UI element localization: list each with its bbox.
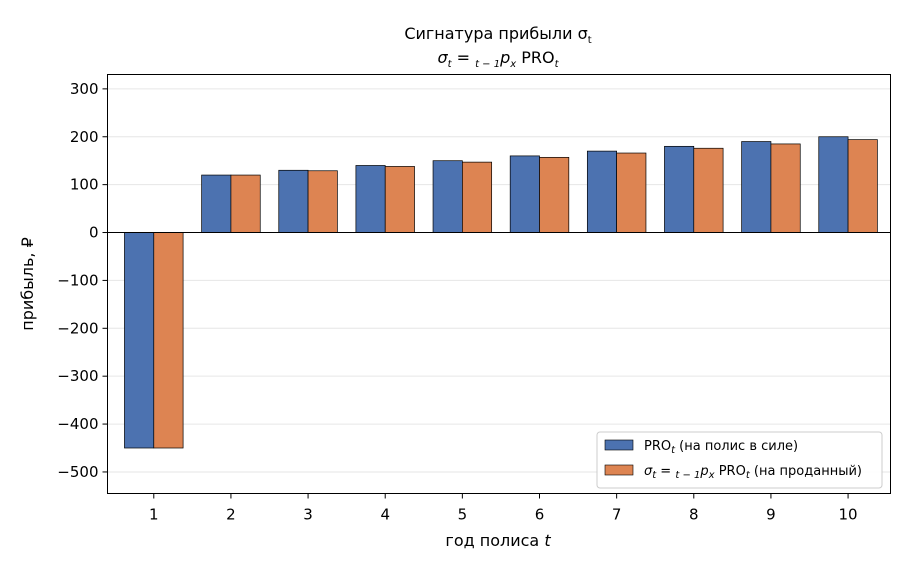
y-tick-label: −300 — [57, 367, 98, 385]
bar-sigma-year-3 — [307, 170, 338, 233]
y-tick-label: 0 — [89, 224, 99, 242]
y-tick-label: 200 — [70, 128, 99, 146]
x-axis: 1 2 3 4 5 6 7 8 9 10 — [149, 493, 858, 524]
bar-pro-year-6 — [509, 155, 540, 233]
bar-pro-year-9 — [741, 141, 772, 233]
bar-pro-year-8 — [664, 145, 695, 233]
bar-pro-year-5 — [432, 160, 463, 233]
x-tick-label: 1 — [149, 506, 159, 524]
chart-subtitle: σt = t − 1px PROt — [437, 48, 559, 70]
x-tick-label: 10 — [839, 506, 858, 524]
bar-pro-year-1 — [124, 232, 155, 449]
x-axis-label: год полиса t — [445, 531, 551, 550]
x-tick-label: 4 — [380, 506, 390, 524]
y-tick-label: −100 — [57, 271, 98, 289]
legend-box — [596, 431, 883, 489]
chart-title: Сигнатура прибыли σt — [404, 24, 591, 46]
x-tick-label: 5 — [458, 506, 468, 524]
legend-label-pro: PROt (на полис в силе) — [644, 439, 798, 456]
y-tick-label: −200 — [57, 319, 98, 337]
bar-sigma-year-10 — [847, 139, 878, 233]
y-axis-label: прибыль, ₽ — [18, 237, 37, 331]
x-tick-label: 9 — [766, 506, 776, 524]
y-tick-label: 300 — [70, 80, 99, 98]
bar-sigma-year-8 — [693, 147, 724, 233]
bar-pro-year-2 — [201, 174, 232, 233]
legend-swatch-pro — [604, 439, 634, 451]
x-tick-label: 6 — [535, 506, 545, 524]
legend-swatch-sigma — [604, 464, 634, 476]
bar-sigma-year-5 — [462, 161, 493, 233]
bar-sigma-year-7 — [616, 152, 647, 233]
x-tick-label: 7 — [612, 506, 622, 524]
y-axis: 300 200 100 0 −100 −200 −300 −400 −500 — [57, 80, 108, 481]
bar-pro-year-3 — [278, 169, 309, 233]
bar-pro-year-4 — [355, 165, 386, 233]
plot-frame — [107, 74, 891, 494]
bar-pro-year-7 — [586, 150, 617, 233]
bar-sigma-year-4 — [384, 166, 415, 233]
bar-sigma-year-1 — [153, 232, 184, 449]
bar-pro-year-10 — [818, 136, 849, 233]
bars — [124, 136, 878, 449]
y-tick-label: −500 — [57, 463, 98, 481]
y-tick-label: −400 — [57, 415, 98, 433]
y-tick-label: 100 — [70, 176, 99, 194]
x-tick-label: 8 — [689, 506, 699, 524]
bar-sigma-year-6 — [539, 156, 570, 233]
legend: PROt (на полис в силе) σt = t − 1px PROt… — [596, 431, 883, 489]
legend-label-sigma: σt = t − 1px PROt (на проданный) — [644, 464, 862, 481]
bar-sigma-year-9 — [770, 143, 801, 233]
x-tick-label: 2 — [226, 506, 236, 524]
bar-sigma-year-2 — [230, 174, 261, 233]
x-tick-label: 3 — [303, 506, 313, 524]
